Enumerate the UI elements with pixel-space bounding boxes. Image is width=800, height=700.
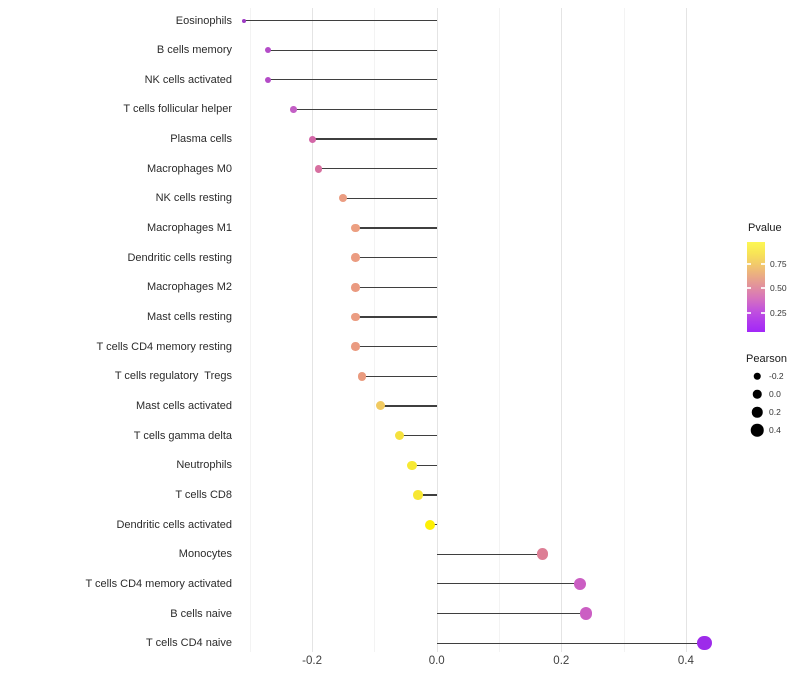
lollipop-stem [418,494,437,496]
category-label: NK cells activated [144,73,232,86]
pearson-legend-title: Pearson [746,353,787,365]
pearson-size-dot [751,406,763,418]
lollipop-dot [425,519,436,530]
lollipop-stem [268,49,437,51]
pvalue-colorbar-tickmark [761,287,765,290]
gridline-minor [374,8,376,652]
lollipop-dot [351,312,360,322]
lollipop-dot [265,47,272,54]
lollipop-stem [355,346,437,348]
category-label: Mast cells activated [136,399,232,412]
lollipop-stem [411,464,437,466]
pearson-size-label: 0.0 [769,389,781,399]
pvalue-legend-title: Pvalue [748,222,782,234]
pvalue-colorbar-tick-label: 0.50 [770,283,787,294]
category-label: Macrophages M1 [147,222,232,235]
lollipop-dot [339,194,348,203]
category-label: T cells regulatory Tregs [114,370,232,383]
lollipop-dot [697,635,712,651]
x-tick-label: -0.2 [302,655,323,667]
x-tick-label: 0.4 [677,655,694,667]
pearson-size-label: 0.4 [769,425,781,435]
category-label: B cells naive [170,607,232,620]
category-label: Eosinophils [175,14,232,27]
lollipop-dot [394,430,405,441]
category-label: T cells CD8 [175,488,232,501]
category-label: Plasma cells [170,133,232,146]
lollipop-stem [436,612,587,615]
lollipop-stem [318,168,437,170]
category-label: T cells follicular helper [123,103,232,116]
lollipop-stem [312,138,437,140]
lollipop-dot [573,577,587,591]
category-label: T cells CD4 memory resting [96,340,233,353]
gridline-major [312,8,314,652]
category-label: Dendritic cells resting [127,251,232,264]
category-label: Mast cells resting [147,311,232,323]
lollipop-dot [314,165,323,173]
pearson-size-dot [753,372,761,380]
lollipop-stem [343,197,437,200]
lollipop-stem [355,316,437,318]
lollipop-dot [351,283,360,292]
lollipop-stem [436,583,580,585]
category-label: Macrophages M0 [147,162,232,175]
gridline-major [685,8,687,652]
lollipop-stem [243,19,437,22]
lollipop-dot [376,401,386,411]
lollipop-dot [290,106,297,113]
lollipop-dot [265,76,272,83]
category-label: Neutrophils [176,459,232,472]
gridline-minor [249,8,251,652]
lollipop-stem [380,405,437,407]
pvalue-colorbar-tick-label: 0.75 [770,259,787,270]
pvalue-colorbar-tickmark [761,263,765,266]
category-label: T cells CD4 memory activated [85,577,232,590]
lollipop-stem [293,108,437,111]
lollipop-stem [399,434,437,437]
lollipop-dot [351,342,360,351]
lollipop-stem [361,375,437,377]
gridline-major [436,8,438,652]
pvalue-colorbar-tickmark [747,263,751,266]
pearson-size-dot [752,389,762,399]
lollipop-stem [268,79,437,81]
lollipop-dot [351,223,360,233]
lollipop-dot [357,372,367,381]
lollipop-dot [536,548,549,560]
category-label: NK cells resting [155,192,232,205]
lollipop-stem [436,642,705,644]
pvalue-colorbar [747,242,765,332]
category-label: Monocytes [178,548,232,561]
category-label: T cells gamma delta [133,429,232,442]
lollipop-dot [413,490,423,500]
lollipop-stem [436,553,543,555]
gridline-minor [499,8,500,652]
lollipop-dot [308,135,316,143]
lollipop-stem [355,257,437,259]
category-label: B cells memory [156,44,232,57]
lollipop-dot [407,460,417,470]
gridline-minor [623,8,625,652]
lollipop-dot [579,607,593,620]
pvalue-colorbar-tick-label: 0.25 [770,307,787,318]
category-label: Macrophages M2 [147,281,232,294]
lollipop-dot [241,18,246,23]
lollipop-stem [355,227,437,229]
category-label: T cells CD4 naive [146,637,232,650]
category-label: Dendritic cells activated [116,518,232,531]
pvalue-colorbar-tickmark [761,311,765,314]
x-tick-label: 0.0 [428,655,445,667]
lollipop-dot [351,253,360,262]
pvalue-colorbar-tickmark [747,311,751,314]
x-tick-label: 0.2 [553,655,570,667]
gridline-major [561,8,563,652]
pearson-size-dot [750,423,764,437]
pearson-size-label: 0.2 [769,407,781,417]
lollipop-stem [355,286,437,288]
pvalue-colorbar-tickmark [747,287,751,290]
pearson-size-label: -0.2 [769,371,784,381]
